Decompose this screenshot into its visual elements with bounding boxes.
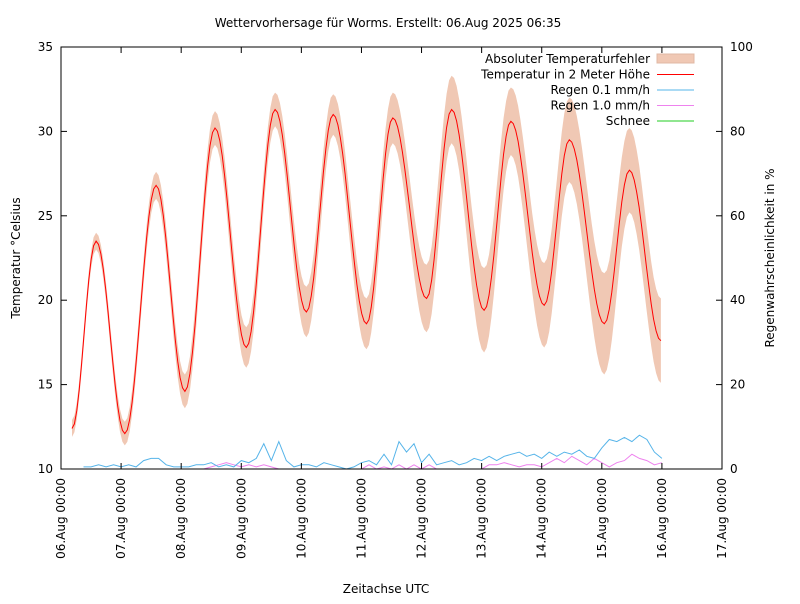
legend: Absoluter Temperaturfehler Temperatur in … bbox=[480, 52, 695, 128]
y2-tick-label: 40 bbox=[730, 293, 745, 307]
y-tick-label: 25 bbox=[38, 209, 53, 223]
temperature-error-band bbox=[72, 75, 661, 446]
x-tick-label: 07.Aug 00:00 bbox=[114, 478, 128, 559]
y-tick-label: 35 bbox=[38, 40, 53, 54]
legend-label: Temperatur in 2 Meter Höhe bbox=[480, 68, 650, 82]
x-tick-label: 15.Aug 00:00 bbox=[595, 478, 609, 559]
chart-title: Wettervorhersage für Worms. Erstellt: 06… bbox=[215, 16, 562, 30]
axes-layer: 10 15 20 25 30 35 0 20 40 60 80 100 06.Aug 00:00 07.A… bbox=[38, 40, 753, 559]
x-tick-label: 10.Aug 00:00 bbox=[294, 478, 308, 559]
rain-1mm-line bbox=[83, 453, 663, 470]
x-tick-label: 13.Aug 00:00 bbox=[475, 478, 489, 559]
x-tick-label: 08.Aug 00:00 bbox=[174, 478, 188, 559]
error-band-layer bbox=[72, 75, 661, 446]
x-tick-label: 14.Aug 00:00 bbox=[535, 478, 549, 559]
legend-label: Absoluter Temperaturfehler bbox=[485, 52, 650, 66]
x-tick-label: 16.Aug 00:00 bbox=[655, 478, 669, 559]
y2-tick-label: 100 bbox=[730, 40, 753, 54]
y2-tick-label: 60 bbox=[730, 209, 745, 223]
y-axis-label: Temperatur °Celsius bbox=[9, 197, 23, 319]
x-tick-label: 06.Aug 00:00 bbox=[54, 478, 68, 559]
legend-label: Schnee bbox=[606, 114, 650, 128]
x-tick-label: 12.Aug 00:00 bbox=[415, 478, 429, 559]
x-tick-label: 11.Aug 00:00 bbox=[354, 478, 368, 559]
y2-axis-label: Regenwahrscheinlichkeit in % bbox=[763, 168, 777, 347]
plot-border bbox=[60, 46, 723, 470]
y-tick-label: 15 bbox=[38, 378, 53, 392]
y2-tick-label: 20 bbox=[730, 378, 745, 392]
y2-tick-label: 80 bbox=[730, 124, 745, 138]
rain-0-1mm-line bbox=[83, 434, 663, 470]
temperature-line bbox=[71, 108, 662, 435]
x-tick-label: 17.Aug 00:00 bbox=[715, 478, 729, 559]
y-tick-label: 20 bbox=[38, 293, 53, 307]
y-tick-label: 10 bbox=[38, 462, 53, 476]
y-tick-label: 30 bbox=[38, 124, 53, 138]
legend-swatch-band bbox=[656, 53, 695, 64]
legend-label: Regen 0.1 mm/h bbox=[550, 83, 650, 97]
y2-tick-label: 0 bbox=[730, 462, 738, 476]
legend-label: Regen 1.0 mm/h bbox=[550, 99, 650, 113]
x-axis-label: Zeitachse UTC bbox=[343, 582, 429, 596]
x-tick-label: 09.Aug 00:00 bbox=[234, 478, 248, 559]
